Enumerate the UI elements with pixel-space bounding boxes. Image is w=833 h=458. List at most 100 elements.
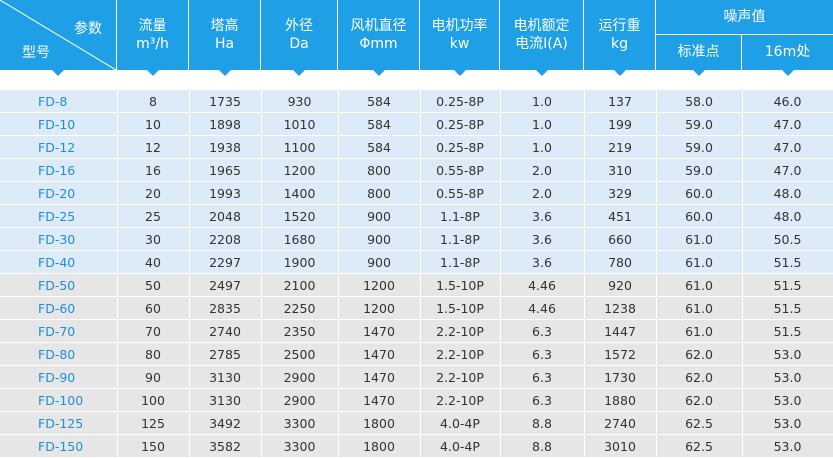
cell-model: FD-30: [0, 227, 118, 251]
cell-noise-16m: 53.0: [742, 411, 833, 435]
cell-motor-power: 4.0-4P: [420, 434, 501, 458]
cell-weight: 1447: [584, 319, 657, 343]
cell-noise-standard: 61.0: [656, 296, 743, 320]
table-row: FD-70 70 2740 2350 1470 2.2-10P 6.3 1447 61.0 51.…: [0, 319, 833, 343]
cell-flow: 25: [117, 204, 190, 228]
table-row: FD-20 20 1993 1400 800 0.55-8P 2.0 329 60.0 48.0: [0, 181, 833, 205]
table-body: FD-8 8 1735 930 584 0.25-8P 1.0 137 58.0 46.0 FD-1…: [0, 90, 833, 458]
header-noise-group: 噪声值: [656, 0, 833, 34]
cell-weight: 1238: [584, 296, 657, 320]
cell-rated-current: 3.6: [500, 204, 585, 228]
cell-model: FD-40: [0, 250, 118, 274]
cell-outer-diameter: 2100: [261, 273, 339, 297]
cell-model: FD-150: [0, 434, 118, 458]
cell-tower-height: 1898: [189, 112, 262, 136]
cell-noise-16m: 47.0: [742, 112, 833, 136]
cell-weight: 780: [584, 250, 657, 274]
specs-table: FD-8 8 1735 930 584 0.25-8P 1.0 137 58.0 46.0 FD-1…: [0, 90, 833, 458]
cell-noise-16m: 53.0: [742, 434, 833, 458]
cell-noise-16m: 51.5: [742, 296, 833, 320]
cell-noise-16m: 53.0: [742, 342, 833, 366]
cell-flow: 12: [117, 135, 190, 159]
table-row: FD-8 8 1735 930 584 0.25-8P 1.0 137 58.0 46.0: [0, 90, 833, 113]
cell-rated-current: 6.3: [500, 319, 585, 343]
cell-flow: 50: [117, 273, 190, 297]
cell-fan-diameter: 900: [338, 204, 421, 228]
cell-model: FD-80: [0, 342, 118, 366]
cell-fan-diameter: 1470: [338, 342, 421, 366]
cell-outer-diameter: 3300: [261, 434, 339, 458]
cell-weight: 920: [584, 273, 657, 297]
table-row: FD-150 150 3582 3300 1800 4.0-4P 8.8 3010 62.5 53…: [0, 434, 833, 458]
cell-fan-diameter: 584: [338, 90, 421, 113]
cell-noise-16m: 51.5: [742, 319, 833, 343]
header-motor-power: 电机功率 kw: [420, 0, 499, 76]
cell-outer-diameter: 1200: [261, 158, 339, 182]
cell-outer-diameter: 2250: [261, 296, 339, 320]
cell-fan-diameter: 584: [338, 112, 421, 136]
cell-weight: 2740: [584, 411, 657, 435]
cell-motor-power: 0.55-8P: [420, 181, 501, 205]
cell-noise-16m: 47.0: [742, 135, 833, 159]
cell-fan-diameter: 1470: [338, 319, 421, 343]
cell-motor-power: 0.25-8P: [420, 90, 501, 113]
cell-fan-diameter: 1200: [338, 296, 421, 320]
cell-model: FD-50: [0, 273, 118, 297]
header-arrow: [52, 70, 64, 76]
cell-outer-diameter: 1010: [261, 112, 339, 136]
cell-noise-standard: 59.0: [656, 135, 743, 159]
corner-label-model: 型号: [22, 45, 50, 61]
cell-tower-height: 2497: [189, 273, 262, 297]
cell-tower-height: 1965: [189, 158, 262, 182]
cell-rated-current: 3.6: [500, 250, 585, 274]
cell-noise-standard: 61.0: [656, 227, 743, 251]
cell-noise-standard: 58.0: [656, 90, 743, 113]
cell-outer-diameter: 2500: [261, 342, 339, 366]
cell-fan-diameter: 900: [338, 250, 421, 274]
cell-rated-current: 6.3: [500, 342, 585, 366]
cell-model: FD-20: [0, 181, 118, 205]
cell-outer-diameter: 1100: [261, 135, 339, 159]
cell-model: FD-10: [0, 112, 118, 136]
cell-noise-16m: 50.5: [742, 227, 833, 251]
cell-motor-power: 0.25-8P: [420, 112, 501, 136]
cell-model: FD-60: [0, 296, 118, 320]
cell-weight: 1880: [584, 388, 657, 412]
cell-outer-diameter: 1520: [261, 204, 339, 228]
cell-noise-standard: 61.0: [656, 250, 743, 274]
cell-model: FD-8: [0, 90, 118, 113]
cell-rated-current: 1.0: [500, 135, 585, 159]
header-rated-current: 电机额定 电流I(A): [500, 0, 583, 76]
cell-model: FD-25: [0, 204, 118, 228]
cell-tower-height: 1938: [189, 135, 262, 159]
cell-flow: 125: [117, 411, 190, 435]
cell-motor-power: 1.1-8P: [420, 204, 501, 228]
table-row: FD-25 25 2048 1520 900 1.1-8P 3.6 451 60.0 48.0: [0, 204, 833, 228]
cell-fan-diameter: 800: [338, 181, 421, 205]
cell-noise-16m: 47.0: [742, 158, 833, 182]
cell-noise-16m: 53.0: [742, 365, 833, 389]
cell-flow: 20: [117, 181, 190, 205]
table-row: FD-30 30 2208 1680 900 1.1-8P 3.6 660 61.0 50.5: [0, 227, 833, 251]
cell-tower-height: 1993: [189, 181, 262, 205]
cell-tower-height: 3492: [189, 411, 262, 435]
header-noise-standard: 标准点: [656, 35, 741, 76]
cell-weight: 329: [584, 181, 657, 205]
cell-model: FD-90: [0, 365, 118, 389]
cell-rated-current: 4.46: [500, 273, 585, 297]
cell-noise-standard: 62.5: [656, 411, 743, 435]
cell-noise-standard: 62.5: [656, 434, 743, 458]
cell-rated-current: 6.3: [500, 388, 585, 412]
diagonal-divider: [0, 0, 116, 70]
cell-noise-standard: 60.0: [656, 181, 743, 205]
cell-motor-power: 2.2-10P: [420, 365, 501, 389]
table-row: FD-90 90 3130 2900 1470 2.2-10P 6.3 1730 62.0 53.…: [0, 365, 833, 389]
cell-rated-current: 1.0: [500, 90, 585, 113]
cell-tower-height: 2835: [189, 296, 262, 320]
cell-outer-diameter: 2350: [261, 319, 339, 343]
cell-rated-current: 4.46: [500, 296, 585, 320]
cell-fan-diameter: 1800: [338, 434, 421, 458]
cell-outer-diameter: 2900: [261, 365, 339, 389]
cell-motor-power: 1.5-10P: [420, 296, 501, 320]
cell-fan-diameter: 1470: [338, 365, 421, 389]
